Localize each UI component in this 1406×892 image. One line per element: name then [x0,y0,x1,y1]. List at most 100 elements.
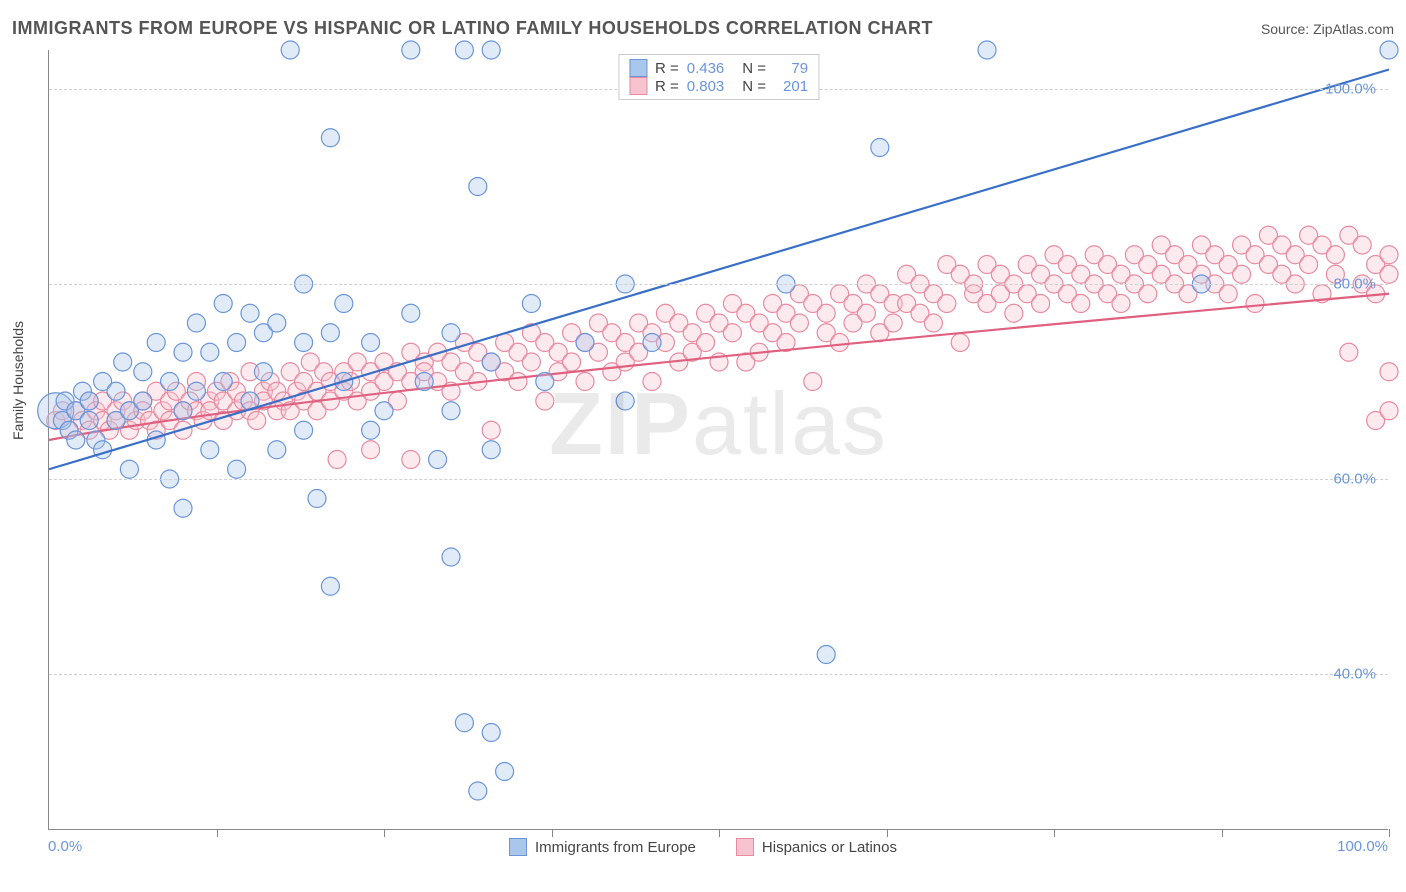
blue-point [321,129,339,147]
blue-point [114,353,132,371]
n-value: 79 [774,60,808,77]
pink-point [697,334,715,352]
pink-point [402,451,420,469]
source-link[interactable]: ZipAtlas.com [1313,21,1394,37]
blue-point [80,412,98,430]
blue-point [576,334,594,352]
pink-point [1005,304,1023,322]
blue-point [442,324,460,342]
blue-point [120,460,138,478]
pink-point [1032,295,1050,313]
plot-area: ZIPatlas R =0.436N =79R =0.803N =201 40.… [48,50,1388,830]
x-tick [1389,829,1390,837]
blue-point [201,441,219,459]
pink-point [938,295,956,313]
pink-point [884,314,902,332]
x-tick [552,829,553,837]
x-tick [887,829,888,837]
blue-point [174,402,192,420]
blue-point [308,490,326,508]
pink-point [576,373,594,391]
pink-point [1300,256,1318,274]
pink-point [723,324,741,342]
y-axis-label: Family Households [10,321,26,440]
pink-point [1380,246,1398,264]
blue-point [455,41,473,59]
pink-point [804,373,822,391]
pink-point [362,441,380,459]
y-tick-label: 80.0% [1333,276,1376,293]
blue-point [402,304,420,322]
blue-point [201,343,219,361]
pink-point [857,304,875,322]
blue-swatch-icon [509,838,527,856]
pink-point [248,412,266,430]
blue-point [442,548,460,566]
blue-point [469,782,487,800]
x-tick [1222,829,1223,837]
legend-label: Hispanics or Latinos [762,839,897,856]
blue-point [375,402,393,420]
pink-point [643,373,661,391]
blue-swatch-icon [629,59,647,77]
blue-point [295,421,313,439]
blue-point [442,402,460,420]
y-tick-label: 100.0% [1325,81,1376,98]
pink-point [1112,295,1130,313]
blue-point [429,451,447,469]
pink-point [790,314,808,332]
pink-swatch-icon [736,838,754,856]
blue-point [362,421,380,439]
blue-point [978,41,996,59]
gridline-h [49,284,1388,285]
blue-point [1380,41,1398,59]
legend-label: Immigrants from Europe [535,839,696,856]
chart-title: IMMIGRANTS FROM EUROPE VS HISPANIC OR LA… [12,18,933,39]
blue-point [871,139,889,157]
x-tick [1054,829,1055,837]
blue-point [228,460,246,478]
pink-point [522,353,540,371]
x-tick [719,829,720,837]
legend-item: Immigrants from Europe [509,838,696,856]
blue-point [321,577,339,595]
blue-point [134,392,152,410]
pink-point [951,334,969,352]
blue-point [187,314,205,332]
n-value: 201 [774,78,808,95]
blue-point [241,304,259,322]
blue-point [536,373,554,391]
blue-point [402,41,420,59]
blue-point [107,382,125,400]
x-tick [217,829,218,837]
x-tick [384,829,385,837]
pink-point [831,334,849,352]
blue-point [67,431,85,449]
blue-point [482,441,500,459]
gridline-h [49,674,1388,675]
blue-point [482,353,500,371]
r-value: 0.803 [687,78,725,95]
pink-point [1139,285,1157,303]
pink-point [482,421,500,439]
blue-point [496,763,514,781]
blue-point [469,178,487,196]
blue-point [482,724,500,742]
blue-point [335,295,353,313]
blue-point [161,373,179,391]
pink-point [563,353,581,371]
blue-point [174,499,192,517]
blue-point [187,382,205,400]
stats-legend-row: R =0.436N =79 [629,59,808,77]
chart-source: Source: ZipAtlas.com [1261,21,1394,37]
blue-point [268,441,286,459]
blue-point [214,373,232,391]
pink-swatch-icon [629,77,647,95]
pink-point [509,373,527,391]
pink-point [1380,402,1398,420]
blue-point [321,324,339,342]
scatter-svg [49,50,1388,829]
series-legend: Immigrants from Europe Hispanics or Latin… [0,838,1406,856]
blue-point [817,646,835,664]
pink-point [1219,285,1237,303]
